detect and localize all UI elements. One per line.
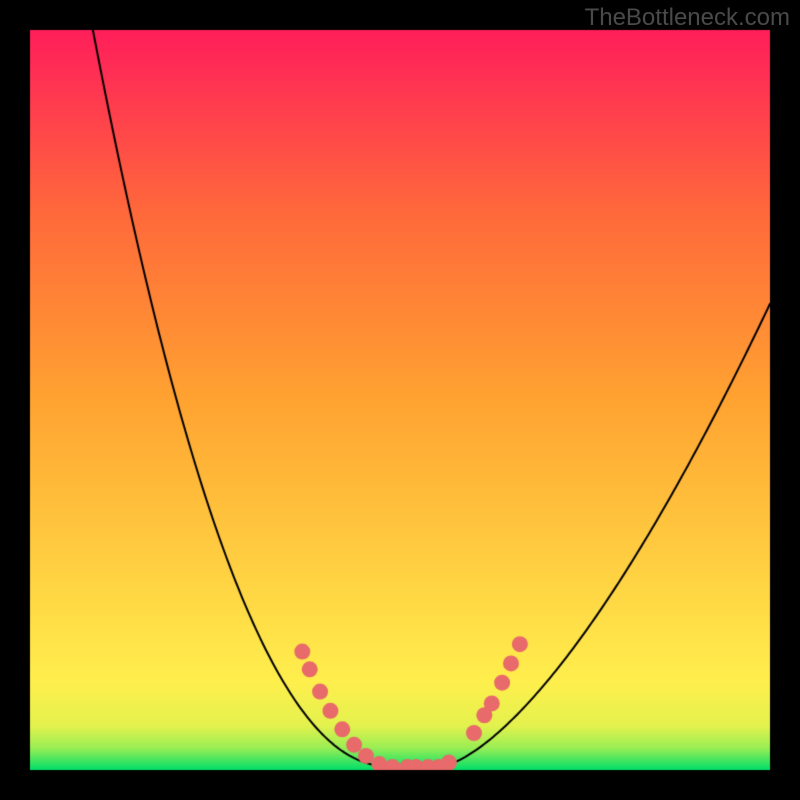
bottleneck-chart <box>0 0 800 800</box>
watermark-text: TheBottleneck.com <box>585 4 790 32</box>
